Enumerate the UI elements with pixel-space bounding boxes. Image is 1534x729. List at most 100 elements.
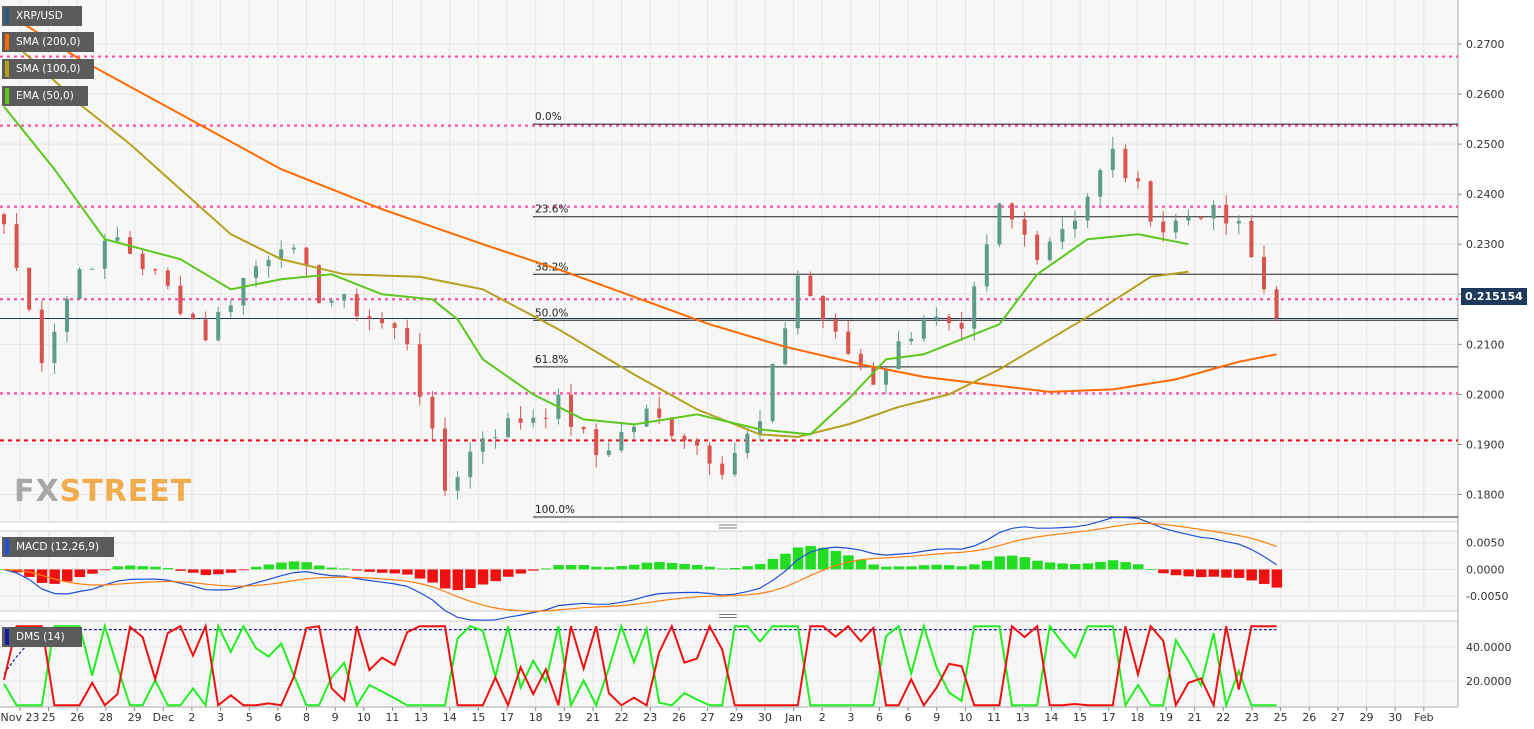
ema50-line: [3, 105, 1189, 436]
candle-body: [795, 275, 800, 329]
macd-histogram-bar: [125, 565, 136, 570]
candle-body: [896, 341, 901, 370]
legend-ema50-label: EMA (50,0): [16, 90, 74, 102]
candle-body: [1136, 178, 1140, 182]
candle-body: [27, 267, 32, 310]
watermark-street: STREET: [59, 474, 193, 509]
macd-histogram-bar: [389, 569, 401, 574]
macd-histogram-bar: [1070, 564, 1081, 570]
macd-histogram-bar: [931, 564, 942, 570]
candle-body: [934, 316, 939, 320]
x-tick-label: 18: [1130, 711, 1144, 724]
macd-histogram-bar: [326, 567, 338, 570]
fibonacci-label: 50.0%: [535, 307, 568, 319]
main-panel-bg: [0, 0, 1458, 522]
x-tick-label: 25: [42, 711, 56, 724]
signal-line: [3, 522, 1277, 612]
legend-ema50[interactable]: EMA (50,0): [2, 86, 88, 106]
macd-histogram-bar: [414, 569, 426, 579]
candle-body: [695, 440, 699, 446]
legend-sma200[interactable]: SMA (200,0): [2, 32, 94, 52]
y-tick-label: 0.1800: [1466, 488, 1505, 501]
y-tick-label: 0.1900: [1466, 438, 1505, 451]
candle-body: [1148, 181, 1153, 222]
x-tick-label: 3: [217, 711, 224, 724]
macd-histogram-bar: [1145, 569, 1157, 570]
candle-body: [732, 453, 737, 475]
macd-histogram-bar: [956, 566, 968, 570]
candle-body: [191, 313, 195, 320]
x-tick-label: 30: [758, 711, 772, 724]
macd-histogram-bar: [99, 569, 111, 571]
legend-macd[interactable]: MACD (12,26,9): [2, 537, 114, 557]
dms-y-tick-label: 20.0000: [1466, 675, 1512, 688]
x-tick-label: 27: [701, 711, 715, 724]
legend-swatch: [5, 629, 9, 645]
candle-body: [1123, 148, 1128, 179]
macd-histogram-bar: [112, 566, 123, 570]
candle-body: [1161, 221, 1166, 233]
macd-histogram-bar: [1196, 569, 1207, 578]
candle-body: [417, 344, 422, 397]
y-tick-label: 0.2600: [1466, 88, 1505, 101]
candle-body: [65, 298, 69, 332]
candle-body: [758, 421, 762, 434]
macd-histogram-bar: [755, 564, 766, 570]
fibonacci-label: 0.0%: [535, 111, 562, 123]
candle-body: [846, 331, 851, 354]
x-tick-label: 19: [557, 711, 571, 724]
macd-histogram-bar: [1057, 563, 1068, 570]
x-tick-label: 13: [414, 711, 428, 724]
x-tick-label: 15: [1073, 711, 1087, 724]
macd-histogram-bar: [225, 569, 237, 573]
x-tick-label: 11: [987, 711, 1001, 724]
macd-histogram-bar: [440, 569, 451, 589]
legend-dms[interactable]: DMS (14): [2, 627, 82, 647]
macd-y-tick-label: 0.0000: [1466, 563, 1505, 576]
macd-histogram-bar: [238, 569, 249, 571]
macd-histogram-bar: [868, 564, 879, 570]
x-tick-label: Jan: [784, 711, 802, 724]
candle-body: [821, 296, 825, 320]
macd-histogram-bar: [818, 547, 829, 570]
macd-histogram-bar: [1246, 569, 1257, 581]
macd-histogram-bar: [288, 561, 300, 570]
x-tick-label: 21: [1188, 711, 1202, 724]
macd-histogram-bar: [528, 569, 539, 571]
candle-body: [619, 432, 624, 451]
candle-body: [682, 435, 687, 441]
macd-histogram-bar: [263, 564, 275, 570]
candle-body: [1262, 256, 1266, 290]
macd-histogram-bar: [11, 569, 23, 573]
candle-body: [808, 275, 813, 297]
x-tick-label: 2: [819, 711, 826, 724]
candle-body: [140, 253, 145, 270]
fxstreet-watermark: FXSTREET: [14, 474, 192, 509]
legend-sma100-label: SMA (100,0): [16, 63, 81, 75]
x-tick-label: 22: [1216, 711, 1230, 724]
candle-body: [1073, 220, 1077, 230]
macd-histogram-bar: [87, 569, 98, 574]
candle-body: [720, 463, 725, 475]
candle-body: [1060, 229, 1065, 242]
candle-body: [455, 477, 460, 491]
candle-body: [531, 417, 536, 423]
candle-body: [606, 450, 611, 456]
candle-body: [669, 417, 674, 436]
y-tick-label: 0.2100: [1466, 338, 1505, 351]
x-tick-label: 14: [443, 711, 457, 724]
macd-histogram-bar: [666, 562, 678, 570]
candle-body: [254, 266, 258, 278]
legend-symbol[interactable]: XRP/USD: [2, 6, 82, 26]
candle-body: [329, 300, 334, 303]
macd-histogram-bar: [402, 569, 413, 575]
macd-histogram-bar: [566, 565, 577, 570]
legend-sma100[interactable]: SMA (100,0): [2, 59, 94, 79]
fibonacci-label: 23.6%: [535, 204, 568, 216]
x-tick-label: 8: [303, 711, 310, 724]
macd-histogram-bar: [692, 564, 703, 570]
macd-histogram-bar: [918, 565, 930, 570]
candle-body: [1186, 217, 1191, 221]
watermark-fx: FX: [14, 474, 60, 509]
